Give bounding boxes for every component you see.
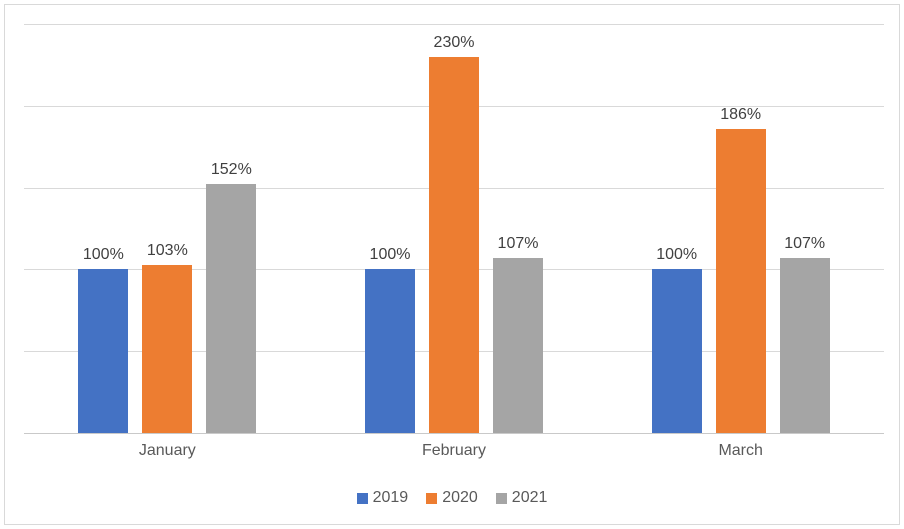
x-axis-labels: January February March [24, 442, 884, 460]
bar-2019-january[interactable] [78, 269, 129, 433]
bar-2021-january[interactable] [206, 184, 257, 433]
data-label-2019-january: 100% [82, 246, 124, 264]
data-label-2020-february: 230% [433, 33, 475, 51]
chart-frame: 100% 103% 152% 100% 230% 107% 100% 186% 107% Jan… [4, 4, 900, 525]
data-label-2020-march: 186% [720, 105, 762, 123]
plot-area: 100% 103% 152% 100% 230% 107% 100% 186% 107% [24, 24, 884, 434]
bar-2021-march[interactable] [779, 257, 830, 433]
legend-label: 2019 [372, 489, 409, 506]
data-label-2019-february: 100% [369, 246, 411, 264]
legend-item-2021[interactable]: 2021 [495, 489, 548, 507]
bar-2020-january[interactable] [142, 264, 193, 433]
x-axis-line [24, 433, 884, 434]
data-label-2019-march: 100% [656, 246, 698, 264]
bar-2020-february[interactable] [429, 56, 479, 433]
legend-marker-icon [495, 492, 507, 504]
bar-2019-march[interactable] [651, 269, 702, 433]
legend-label: 2020 [442, 489, 478, 506]
bar-2020-march[interactable] [715, 128, 766, 433]
data-label-2021-january: 152% [210, 161, 252, 179]
category-label-january: January [138, 442, 196, 459]
bar-2021-february[interactable] [493, 257, 543, 433]
gridline-250 [24, 24, 884, 25]
legend-item-2019[interactable]: 2019 [356, 489, 409, 507]
legend-marker-icon [426, 492, 438, 504]
legend-label: 2021 [511, 489, 548, 506]
data-label-2020-january: 103% [146, 241, 188, 259]
category-label-february: February [421, 442, 487, 459]
legend-item-2020[interactable]: 2020 [426, 489, 478, 507]
category-label-march: March [718, 442, 763, 459]
legend: 2019 2020 2021 [5, 489, 899, 507]
bar-2019-february[interactable] [365, 269, 415, 433]
legend-marker-icon [356, 492, 368, 504]
data-label-2021-february: 107% [497, 234, 539, 252]
data-label-2021-march: 107% [784, 234, 826, 252]
